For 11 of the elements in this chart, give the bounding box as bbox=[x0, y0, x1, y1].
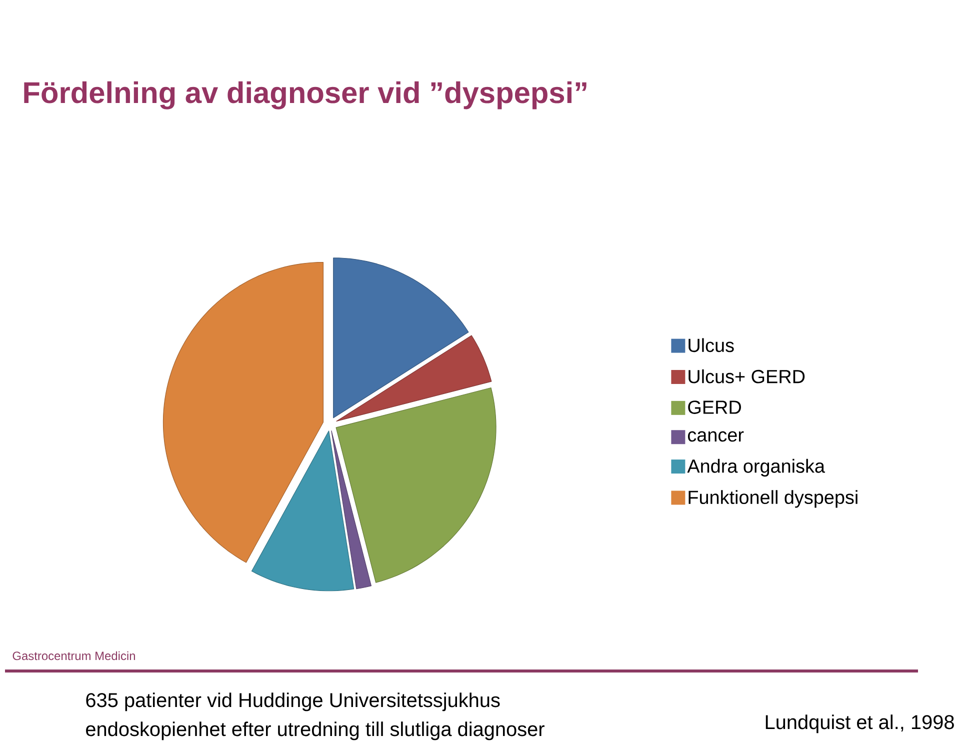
text: endoskopienhet efter utredning till slutliga diagnoser bbox=[86, 722, 544, 740]
legend-label: Andra organiska bbox=[687, 458, 825, 477]
legend-label: GERD bbox=[688, 400, 741, 414]
text: Gastrocentrum Medicin bbox=[12, 651, 135, 660]
legend-label: Ulcus bbox=[688, 338, 734, 352]
text: 635 patienter vid Huddinge Universitetssjukhus bbox=[86, 692, 500, 712]
legend-label: cancer bbox=[688, 431, 744, 442]
legend-label: Funktionell dyspepsi bbox=[688, 490, 858, 508]
legend-label: Ulcus+ GERD bbox=[688, 369, 805, 384]
text: Lundquist et al., 1998 bbox=[766, 714, 954, 734]
chart-title: Fördelning av diagnoser vid ”dyspepsi” bbox=[24, 81, 586, 110]
